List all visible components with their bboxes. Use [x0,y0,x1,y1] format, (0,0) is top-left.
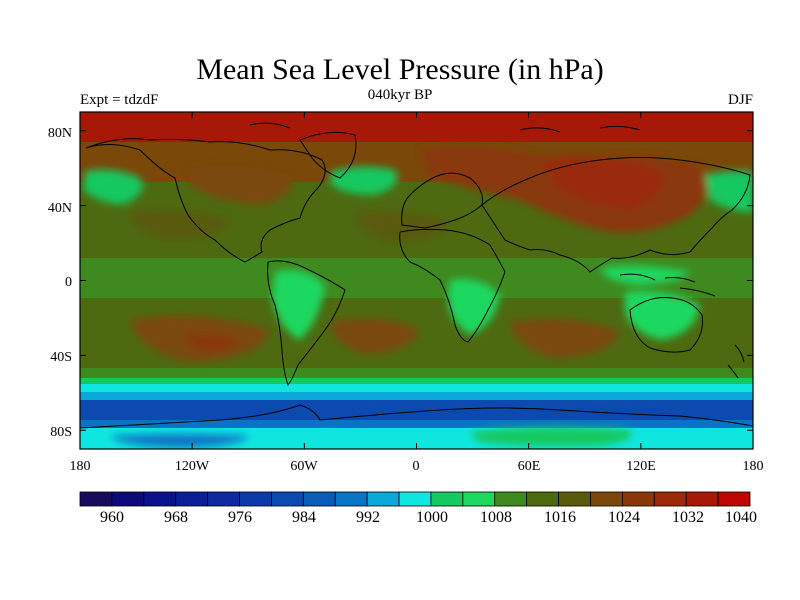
colorbar-label-1016: 1016 [544,509,576,526]
x-tick-label-5: 120E [626,459,656,474]
colorbar-swatch-968 [143,491,177,507]
colorbar-label-968: 968 [164,509,188,526]
coast-antarctica [80,404,753,429]
colorbar-swatch-1012 [494,491,528,507]
pressure-field [80,112,753,449]
colorbar-swatch-1004 [430,491,464,507]
south-pacific-high-core [185,333,240,352]
colorbar-swatch-1040 [717,491,751,507]
colorbar-swatch-992 [334,491,368,507]
band-south-midlat [80,368,753,380]
coast-new-zealand [727,344,745,379]
x-ticks [79,112,754,449]
colorbar-labels: 960 968 976 984 992 1000 1008 1016 1024 … [100,509,757,526]
north-america-high [190,166,292,205]
y-axis: 80N 40N 0 40S 80S [48,126,753,440]
band-south-lightblue [80,392,753,400]
x-tick-label-3: 0 [413,459,420,474]
coast-arctic-islands [249,122,641,133]
colorbar-label-984: 984 [292,509,316,526]
siberian-high-core [540,156,662,210]
north-subtropic-high-pacific [130,209,230,240]
band-south-cyan [80,384,753,392]
coast-greenland [299,131,357,179]
coast-asia [481,157,751,273]
x-tick-label-1: 120W [175,459,210,474]
colorbar [79,491,751,507]
colorbar-swatch-984 [271,491,304,507]
colorbar-label-1008: 1008 [480,509,512,526]
coast-north-america [85,138,326,263]
colorbar-swatch-988 [302,491,336,507]
x-tick-label-0: 180 [70,459,91,474]
colorbar-swatch-1008 [462,491,496,507]
y-tick-label-1: 40N [48,201,72,216]
colorbar-swatch-964 [111,491,145,507]
colorbar-label-1032: 1032 [672,509,704,526]
north-pacific-low [84,169,143,205]
antarctic-shelf-blue [110,434,250,448]
band-southern-ocean-trough [80,400,753,420]
colorbar-swatch-1036 [685,491,719,507]
antarctic-interior-green [470,427,632,447]
y-tick-label-3: 40S [50,350,72,365]
colorbar-swatch-1028 [621,491,655,507]
experiment-label: Expt = tdzdF [80,92,159,108]
north-pacific-low-east [705,170,753,212]
colorbar-swatch-1020 [558,491,591,507]
south-indian-high [510,318,620,358]
australia-low [625,291,700,340]
coast-africa [399,228,506,343]
band-southern-ocean-edge [80,420,753,428]
coast-south-america [267,260,346,387]
colorbar-swatch-980 [239,491,272,507]
band-south-green [80,378,753,384]
south-atlantic-high [330,318,420,354]
y-tick-label-0: 80N [48,126,72,141]
colorbar-label-1040: 1040 [725,509,757,526]
africa-low [448,279,500,335]
x-tick-label-4: 60E [518,459,541,474]
colorbar-label-992: 992 [356,509,380,526]
icelandic-low [330,166,398,195]
coast-europe [401,172,483,229]
south-america-low [272,270,325,340]
season-label: DJF [727,92,753,108]
colorbar-swatch-1024 [590,491,623,507]
y-ticks [80,130,753,431]
maritime-continent-low [600,265,690,285]
y-tick-label-4: 80S [50,425,72,440]
colorbar-swatch-960 [79,491,113,507]
colorbar-swatch-1000 [398,491,432,507]
colorbar-swatch-1016 [526,491,559,507]
coast-indonesia [619,273,716,297]
colorbar-label-1024: 1024 [608,509,640,526]
colorbar-swatch-976 [207,491,240,507]
colorbar-label-1000: 1000 [416,509,448,526]
colorbar-swatch-972 [175,491,209,507]
colorbar-label-960: 960 [100,509,124,526]
period-label: 040kyr BP [367,87,433,103]
colorbar-swatch-1032 [653,491,687,507]
colorbar-swatch-996 [366,491,400,507]
x-axis: 180 120W 60W 0 60E 120E 180 [70,112,764,474]
colorbar-label-976: 976 [228,509,252,526]
x-tick-label-6: 180 [743,459,764,474]
x-tick-label-2: 60W [290,459,318,474]
plot-title: Mean Sea Level Pressure (in hPa) [196,53,604,86]
y-tick-label-2: 0 [65,275,72,290]
coast-australia [629,297,703,353]
coastlines [80,122,753,429]
azores-high [355,211,450,242]
